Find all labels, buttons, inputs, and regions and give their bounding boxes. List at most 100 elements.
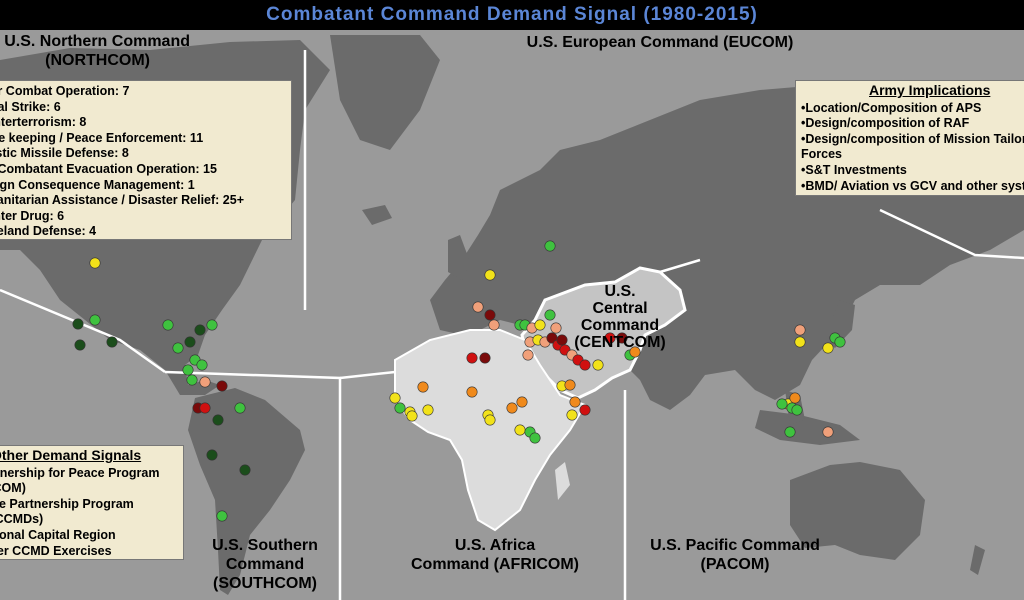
ops-line: Counterterrorism: 8 bbox=[0, 115, 87, 130]
demand-dot-green bbox=[234, 402, 246, 414]
ops-line: Peace keeping / Peace Enforcement: 11 bbox=[0, 130, 204, 145]
demand-dot-dark-red bbox=[216, 380, 228, 392]
demand-dot-salmon bbox=[199, 376, 211, 388]
demand-dot-dark-green bbox=[74, 339, 86, 351]
demand-dot-dark-green bbox=[184, 336, 196, 348]
demand-dot-green bbox=[834, 336, 846, 348]
demand-dot-green bbox=[162, 319, 174, 331]
demand-dot-dark-red bbox=[484, 309, 496, 321]
demand-dot-red bbox=[579, 359, 591, 371]
ops-line: Foreign Consequence Management: 1 bbox=[0, 177, 195, 192]
demand-dot-dark-green bbox=[72, 318, 84, 330]
demand-dot-orange bbox=[564, 379, 576, 391]
implication-line: •Location/Composition of APS bbox=[801, 100, 982, 115]
other-line: •State Partnership Program bbox=[0, 496, 134, 511]
title-bar: Combatant Command Demand Signal (1980-20… bbox=[0, 0, 1024, 30]
demand-dot-green bbox=[394, 402, 406, 414]
label-southcom: U.S. Southern Command (SOUTHCOM) bbox=[212, 537, 318, 592]
demand-dot-dark-green bbox=[194, 324, 206, 336]
land-greenland bbox=[330, 35, 440, 150]
land-madagascar bbox=[555, 462, 570, 500]
ops-line: Counter Drug: 6 bbox=[0, 208, 65, 223]
other-line: •Partnership for Peace Program bbox=[0, 465, 160, 480]
ops-line: Major Combat Operation: 7 bbox=[0, 84, 130, 98]
demand-dot-orange bbox=[629, 346, 641, 358]
demand-dot-green bbox=[776, 398, 788, 410]
demand-dot-salmon bbox=[550, 322, 562, 334]
demand-dot-yellow bbox=[89, 257, 101, 269]
demand-dot-yellow bbox=[592, 359, 604, 371]
demand-dot-green bbox=[216, 510, 228, 522]
demand-dot-salmon bbox=[794, 324, 806, 336]
demand-dot-orange bbox=[466, 386, 478, 398]
demand-dot-red bbox=[199, 402, 211, 414]
demand-dot-yellow bbox=[534, 319, 546, 331]
demand-dot-dark-green bbox=[206, 449, 218, 461]
other-demand-signals-box: Other Demand Signals •Partnership for Pe… bbox=[0, 445, 184, 560]
ops-line: Global Strike: 6 bbox=[0, 99, 61, 114]
label-centcom: U.S. Central Command (CENTCOM) bbox=[574, 283, 666, 351]
ops-line: Humanitarian Assistance / Disaster Relie… bbox=[0, 193, 244, 208]
land-indonesia bbox=[755, 410, 860, 445]
army-implications-box: Army Implications •Location/Composition … bbox=[795, 80, 1024, 196]
demand-dot-green bbox=[182, 364, 194, 376]
label-northcom: U.S. Northern Command (NORTHCOM) bbox=[4, 33, 190, 69]
label-eucom: U.S. European Command (EUCOM) bbox=[526, 34, 794, 51]
other-line: •National Capital Region bbox=[0, 527, 116, 542]
implication-line: •S&T Investments bbox=[801, 162, 907, 177]
ops-line: Ballistic Missile Defense: 8 bbox=[0, 146, 129, 161]
other-line: •Other CCMD Exercises bbox=[0, 543, 112, 558]
demand-dot-orange bbox=[516, 396, 528, 408]
demand-dot-red bbox=[579, 404, 591, 416]
demand-dot-yellow bbox=[484, 414, 496, 426]
label-africom: U.S. Africa Command (AFRICOM) bbox=[411, 537, 579, 573]
demand-dot-dark-red bbox=[479, 352, 491, 364]
land-south-america bbox=[188, 388, 305, 595]
demand-dot-green bbox=[529, 432, 541, 444]
aor-boundaries bbox=[0, 50, 1024, 600]
land-australia bbox=[790, 462, 925, 560]
demand-dot-green bbox=[206, 319, 218, 331]
demand-dot-orange bbox=[789, 392, 801, 404]
demand-dot-yellow bbox=[389, 392, 401, 404]
demand-dot-green bbox=[196, 359, 208, 371]
land-uk bbox=[448, 235, 470, 280]
implication-line: Forces bbox=[801, 147, 842, 162]
demand-dot-orange bbox=[569, 396, 581, 408]
demand-dot-dark-red bbox=[616, 332, 628, 344]
demand-dot-salmon bbox=[522, 349, 534, 361]
demand-dot-green bbox=[172, 342, 184, 354]
demand-dot-yellow bbox=[422, 404, 434, 416]
demand-dot-red bbox=[604, 332, 616, 344]
demand-dot-orange bbox=[417, 381, 429, 393]
demand-dot-dark-green bbox=[212, 414, 224, 426]
other-line: (EUCOM) bbox=[0, 481, 26, 496]
implications-heading: Army Implications bbox=[869, 82, 991, 98]
demand-dot-green bbox=[784, 426, 796, 438]
demand-dot-yellow bbox=[514, 424, 526, 436]
demand-dot-yellow bbox=[794, 336, 806, 348]
ops-line: Non-Combatant Evacuation Operation: 15 bbox=[0, 161, 217, 176]
implication-line: •Design/composition of Mission Tailored bbox=[801, 131, 1024, 146]
demand-dot-dark-green bbox=[239, 464, 251, 476]
demand-dot-yellow bbox=[484, 269, 496, 281]
demand-dot-yellow bbox=[822, 342, 834, 354]
land-iceland bbox=[362, 205, 392, 225]
demand-dot-salmon bbox=[472, 301, 484, 313]
demand-signal-dots bbox=[72, 240, 846, 522]
slide-title: Combatant Command Demand Signal (1980-20… bbox=[266, 4, 758, 25]
demand-dot-yellow bbox=[566, 409, 578, 421]
demand-dot-red bbox=[466, 352, 478, 364]
demand-dot-green bbox=[89, 314, 101, 326]
demand-dot-yellow bbox=[406, 410, 418, 422]
demand-dot-green bbox=[186, 374, 198, 386]
ops-line: Homeland Defense: 4 bbox=[0, 224, 97, 239]
implication-line: •Design/composition of RAF bbox=[801, 116, 970, 131]
demand-dot-dark-red bbox=[556, 334, 568, 346]
demand-dot-green bbox=[791, 404, 803, 416]
operations-box: Major Combat Operation: 7 Global Strike:… bbox=[0, 80, 292, 240]
land-africa bbox=[394, 329, 587, 532]
implication-line: •BMD/ Aviation vs GCV and other systems bbox=[801, 178, 1024, 193]
demand-dot-green bbox=[544, 240, 556, 252]
